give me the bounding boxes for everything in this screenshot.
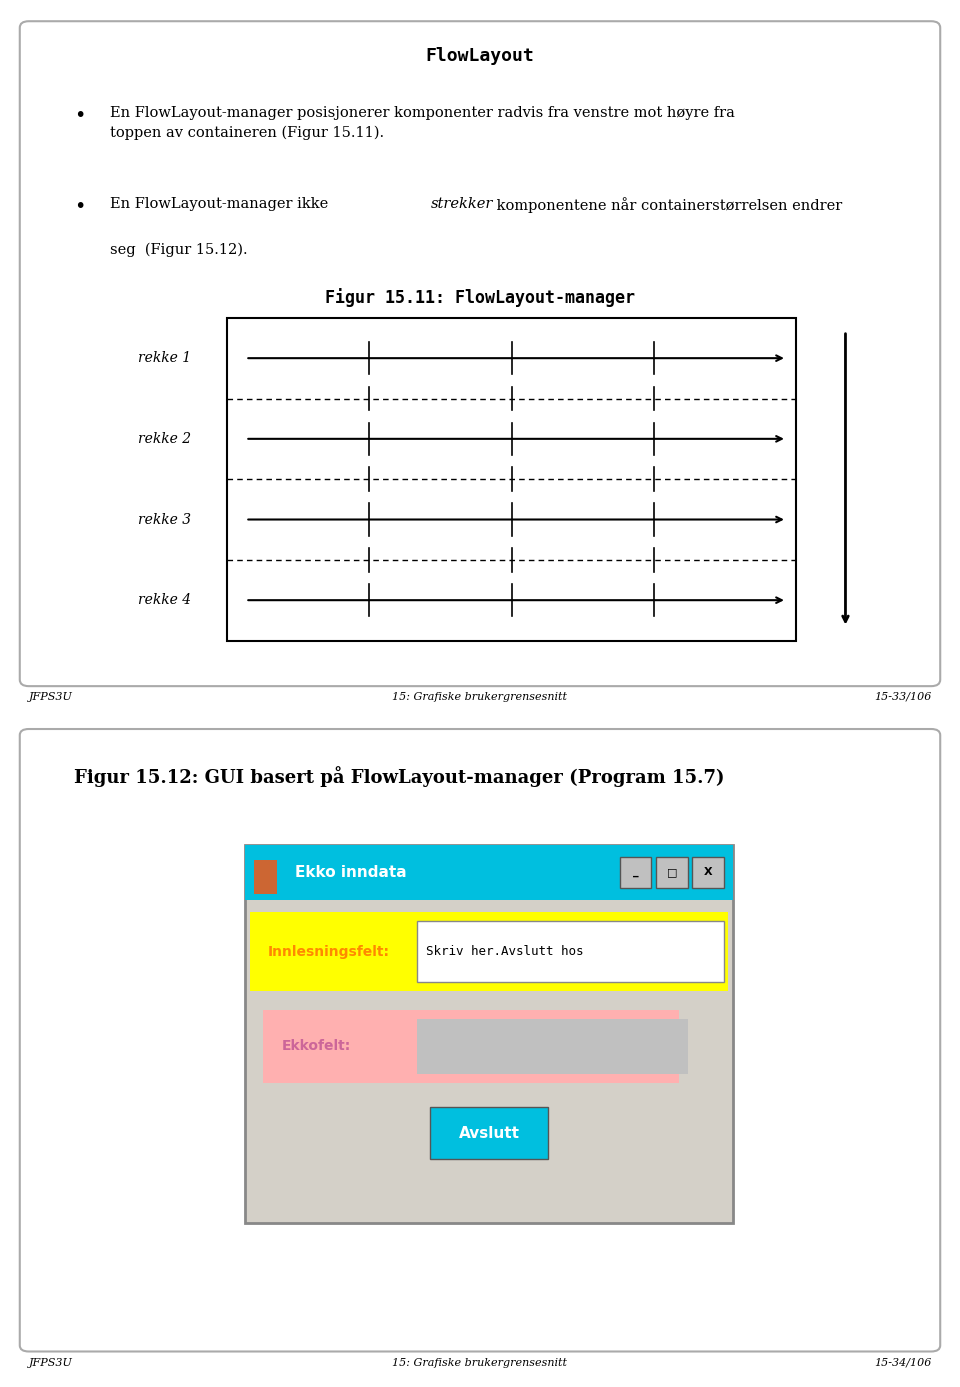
Bar bbox=[254, 860, 276, 893]
Text: 15-33/106: 15-33/106 bbox=[874, 692, 931, 702]
Text: Skriv her.Avslutt hos: Skriv her.Avslutt hos bbox=[426, 946, 584, 958]
Text: 15: Grafiske brukergrensesnitt: 15: Grafiske brukergrensesnitt bbox=[393, 692, 567, 702]
Text: rekke 2: rekke 2 bbox=[138, 431, 191, 445]
Text: seg  (Figur 15.12).: seg (Figur 15.12). bbox=[110, 243, 248, 257]
Text: 15: Grafiske brukergrensesnitt: 15: Grafiske brukergrensesnitt bbox=[393, 1358, 567, 1368]
Bar bbox=[656, 857, 687, 888]
Text: En FlowLayout-manager ikke: En FlowLayout-manager ikke bbox=[110, 197, 333, 211]
Text: rekke 1: rekke 1 bbox=[138, 351, 191, 365]
Text: •: • bbox=[74, 105, 85, 125]
Text: FlowLayout: FlowLayout bbox=[425, 47, 535, 65]
Bar bbox=[430, 1107, 547, 1160]
FancyBboxPatch shape bbox=[20, 730, 940, 1351]
Text: Innlesningsfelt:: Innlesningsfelt: bbox=[268, 945, 390, 958]
Bar bbox=[263, 1010, 679, 1083]
Text: □: □ bbox=[666, 867, 677, 878]
Bar bbox=[692, 857, 724, 888]
Text: strekker: strekker bbox=[430, 197, 492, 211]
Bar bbox=[246, 845, 732, 900]
Text: Avslutt: Avslutt bbox=[459, 1126, 519, 1142]
Text: Figur 15.11: FlowLayout-manager: Figur 15.11: FlowLayout-manager bbox=[325, 288, 635, 308]
Text: komponentene når containerstørrelsen endrer: komponentene når containerstørrelsen end… bbox=[492, 197, 842, 214]
Text: •: • bbox=[74, 197, 85, 216]
Bar bbox=[417, 1019, 687, 1074]
Text: JFPS3U: JFPS3U bbox=[29, 692, 73, 702]
Text: Ekkofelt:: Ekkofelt: bbox=[281, 1039, 350, 1053]
Text: rekke 3: rekke 3 bbox=[138, 513, 191, 527]
Text: Figur 15.12: GUI basert på FlowLayout-manager (Program 15.7): Figur 15.12: GUI basert på FlowLayout-ma… bbox=[74, 766, 725, 786]
FancyBboxPatch shape bbox=[20, 21, 940, 687]
Text: X: X bbox=[704, 867, 712, 878]
Text: rekke 4: rekke 4 bbox=[138, 594, 191, 608]
Bar bbox=[228, 318, 796, 641]
Text: JFPS3U: JFPS3U bbox=[29, 1358, 73, 1368]
Bar bbox=[246, 845, 732, 1223]
Text: _: _ bbox=[633, 867, 638, 878]
Text: Ekko inndata: Ekko inndata bbox=[295, 865, 407, 879]
Bar bbox=[620, 857, 652, 888]
Text: En FlowLayout-manager posisjonerer komponenter radvis fra venstre mot høyre fra
: En FlowLayout-manager posisjonerer kompo… bbox=[110, 105, 735, 140]
Bar bbox=[417, 921, 724, 982]
Text: 15-34/106: 15-34/106 bbox=[874, 1358, 931, 1368]
Bar bbox=[250, 913, 728, 992]
